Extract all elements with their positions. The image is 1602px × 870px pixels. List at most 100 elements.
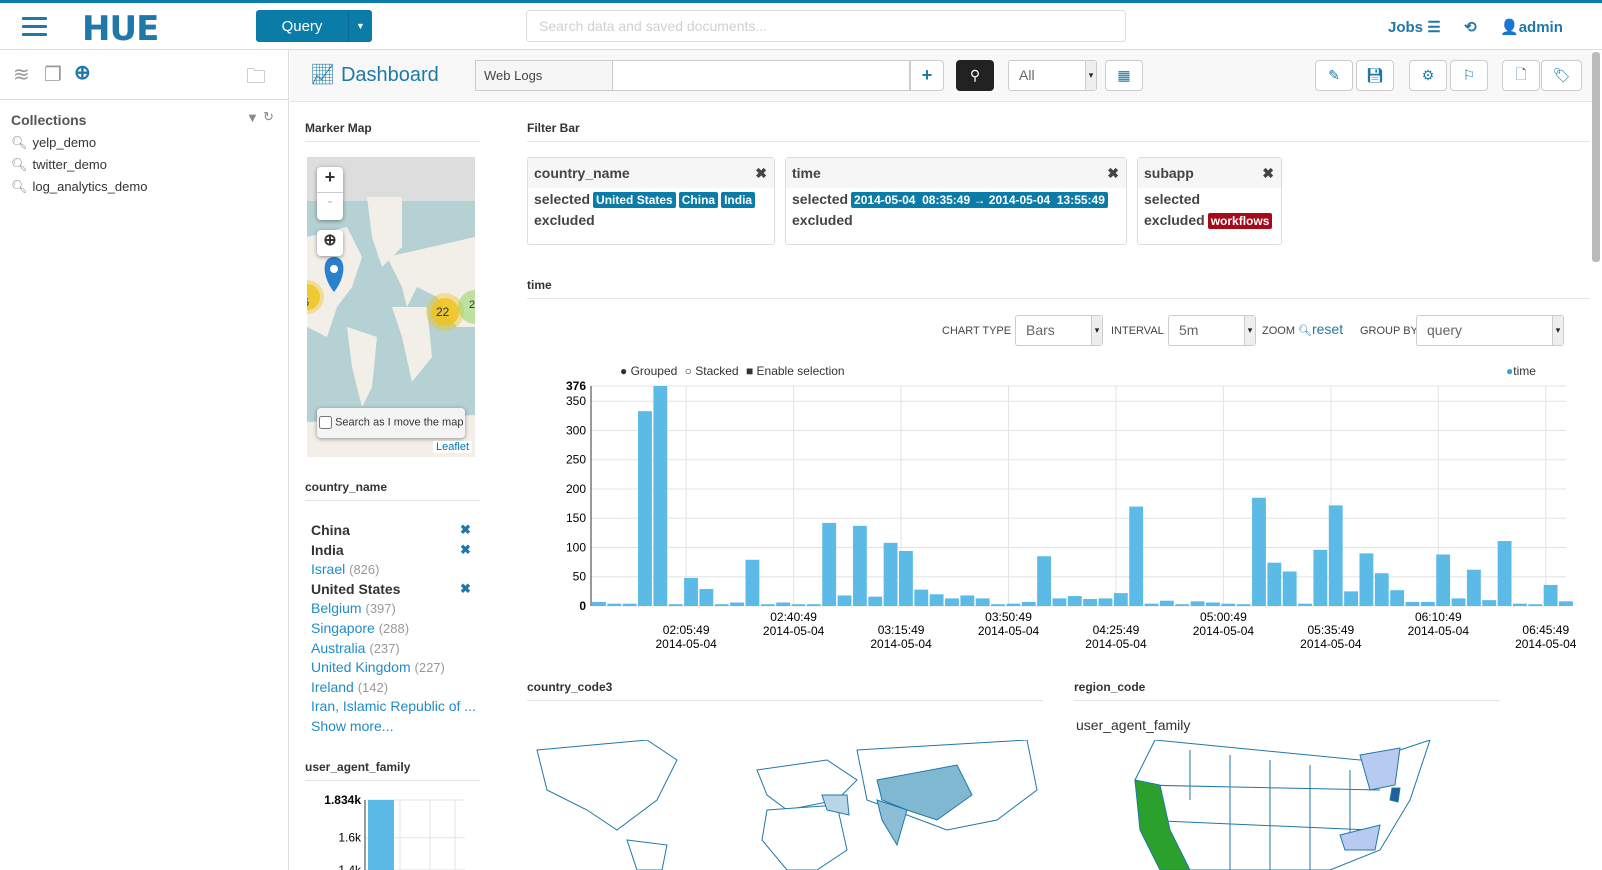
scrollbar[interactable] (1592, 52, 1600, 262)
filter-tag[interactable]: 2014-05-04 08:35:49 → 2014-05-04 13:55:4… (851, 192, 1108, 208)
bar (852, 525, 867, 606)
query-input[interactable] (612, 60, 910, 91)
facet-item[interactable]: Israel (826) (311, 559, 379, 580)
enable-selection-toggle[interactable]: ■ Enable selection (745, 364, 845, 378)
collection-name[interactable]: Web Logs (475, 60, 613, 91)
facet-item[interactable]: India (311, 540, 344, 560)
global-search-input[interactable] (526, 10, 1126, 42)
cluster-count[interactable]: 22 (436, 305, 450, 319)
new-document-button[interactable]: 🗋 (1502, 60, 1540, 91)
facet-item[interactable]: Belgium (397) (311, 598, 396, 619)
settings-button[interactable]: ⚙ (1409, 60, 1447, 91)
search-as-move-control[interactable]: Search as I move the map (317, 408, 465, 438)
save-button[interactable]: 💾︎ (1356, 60, 1394, 91)
caret-down-icon[interactable]: ▼ (348, 10, 372, 42)
filter-tag[interactable]: China (678, 192, 719, 208)
facet-item[interactable]: Iran, Islamic Republic of ... (311, 696, 476, 716)
filter-tag[interactable]: workflows (1207, 213, 1273, 229)
hamburger-menu-icon[interactable] (22, 17, 47, 37)
hue-logo[interactable]: HUE (82, 9, 159, 49)
facet-label: Iran, Islamic Republic of ... (311, 698, 476, 715)
collection-item[interactable]: 🔍︎ log_analytics_demo (11, 179, 147, 195)
history-icon[interactable]: ⟲ (1464, 19, 1477, 36)
country-facet-title: country_name (305, 480, 480, 501)
grouped-radio[interactable]: ● Grouped (620, 364, 678, 378)
zoom-out-button[interactable]: - (327, 193, 333, 210)
bar (1252, 497, 1266, 606)
filter-icon[interactable]: ▼ (246, 110, 259, 125)
facet-item[interactable]: Australia (237) (311, 638, 400, 659)
x-tick-date: 2014-05-04 (1515, 637, 1577, 651)
group-by-label: GROUP BY (1360, 325, 1418, 337)
remove-facet-icon[interactable]: ✖ (460, 580, 471, 596)
show-more-link[interactable]: Show more... (311, 718, 394, 734)
leaflet-attribution[interactable]: Leaflet (432, 441, 472, 453)
facet-item[interactable]: China (311, 520, 350, 540)
facet-item[interactable]: Ireland (142) (311, 677, 388, 698)
edit-button[interactable]: ✎ (1315, 60, 1353, 91)
group-by-select[interactable]: query (1416, 315, 1564, 346)
tags-button[interactable]: 🏷︎ (1541, 60, 1582, 91)
stacked-label: Stacked (695, 364, 739, 378)
close-icon[interactable]: ✖ (1107, 165, 1119, 181)
us-choropleth-map[interactable] (1130, 740, 1440, 870)
cluster-count[interactable]: 5 (307, 297, 309, 309)
bar (714, 604, 729, 606)
zoom-in-button[interactable]: + (317, 167, 343, 193)
search-as-move-checkbox[interactable] (319, 416, 332, 429)
documents-icon[interactable]: ❐ (44, 64, 62, 86)
database-icon[interactable]: ≋ (13, 64, 30, 86)
facet-label: United Kingdom (311, 659, 411, 676)
jobs-link[interactable]: Jobs ☰ (1388, 18, 1441, 36)
bar (638, 411, 652, 606)
bar (914, 589, 929, 606)
cluster-count[interactable]: 2 (469, 299, 475, 311)
bar (1098, 598, 1113, 606)
search-button[interactable]: ⚲ (956, 60, 994, 91)
facet-label: China (311, 522, 350, 538)
filter-tag[interactable]: United States (593, 192, 676, 208)
collection-label: yelp_demo (32, 135, 97, 150)
zoom-box-icon[interactable]: ⊕ (317, 230, 343, 256)
zoom-reset-link[interactable]: 🔍︎reset (1298, 321, 1343, 337)
filter-tag[interactable]: India (721, 192, 756, 208)
close-icon[interactable]: ✖ (1262, 165, 1274, 181)
search-collections-icon[interactable]: ⊕ (74, 62, 91, 84)
user-menu[interactable]: 👤admin (1500, 18, 1563, 36)
x-tick-date: 2014-05-04 (1193, 624, 1255, 638)
query-button[interactable]: Query ▼ (256, 10, 372, 42)
facet-item[interactable]: Singapore (288) (311, 618, 409, 639)
search-as-move-label: Search as I move the map (335, 416, 464, 429)
user-agent-bar-chart[interactable]: 1.4k 1.6k 1.834k (305, 795, 480, 870)
y-tick-label: 150 (566, 511, 586, 525)
collection-item[interactable]: 🔍︎ yelp_demo (11, 135, 96, 151)
interval-select[interactable]: 5m (1168, 315, 1256, 346)
stacked-radio[interactable]: ○ Stacked (684, 364, 739, 378)
facet-item[interactable]: United States (311, 579, 400, 599)
remove-facet-icon[interactable]: ✖ (460, 541, 471, 557)
filter-select[interactable]: All (1008, 60, 1097, 91)
bookmark-button[interactable]: ⚐ (1450, 60, 1488, 91)
remove-facet-icon[interactable]: ✖ (460, 522, 471, 537)
bar (991, 604, 1005, 606)
sidebar-tabs: ≋ ❐ ⊕ 🗀 (0, 50, 288, 100)
bar (1559, 601, 1573, 606)
x-tick-time: 05:35:49 (1308, 623, 1355, 637)
marker-map[interactable]: 5 22 2 + - ⊕ Search as I move the map Le… (307, 157, 475, 457)
x-tick-date: 2014-05-04 (1085, 637, 1147, 651)
collection-item[interactable]: 🔍︎ twitter_demo (11, 157, 107, 173)
add-query-button[interactable]: + (910, 60, 944, 91)
calendar-button[interactable]: ▦ (1105, 60, 1143, 91)
time-bar-chart[interactable]: 05010015020025030035037602:05:492014-05-… (540, 376, 1580, 661)
world-choropleth-map[interactable] (527, 740, 1043, 870)
close-icon[interactable]: ✖ (755, 165, 767, 181)
filter-card-subapp: subapp ✖ selected excluded workflows (1137, 157, 1282, 245)
region-map-subtitle: user_agent_family (1076, 717, 1191, 733)
x-tick-date: 2014-05-04 (1300, 637, 1362, 651)
chart-legend[interactable]: ●time (1506, 364, 1536, 378)
x-tick-time: 02:05:49 (663, 623, 710, 637)
refresh-icon[interactable]: ↻ (263, 109, 274, 124)
facet-item[interactable]: United Kingdom (227) (311, 657, 445, 678)
folder-icon[interactable]: 🗀 (246, 66, 266, 88)
chart-type-select[interactable]: Bars (1015, 315, 1103, 346)
